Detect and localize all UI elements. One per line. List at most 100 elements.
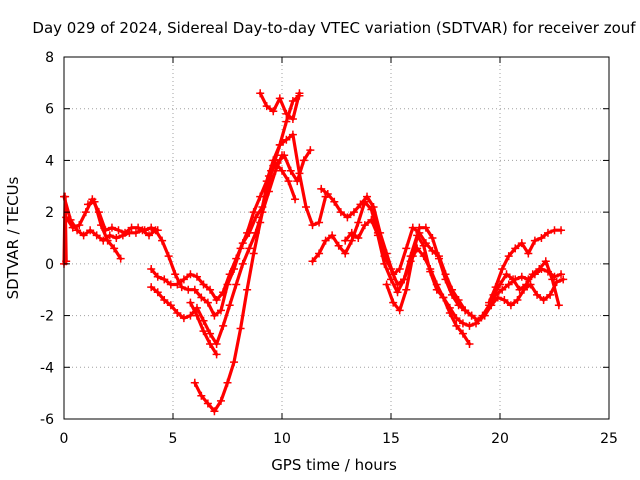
data-point [528, 270, 537, 279]
data-point [349, 208, 358, 217]
series-track-2 [62, 195, 162, 237]
data-point [230, 358, 239, 367]
data-point [498, 265, 507, 274]
series-track-9 [267, 146, 315, 186]
data-point [153, 272, 162, 281]
data-point [336, 208, 345, 217]
data-point [280, 151, 289, 160]
data-point [498, 285, 507, 294]
data-point [225, 301, 234, 310]
data-point [114, 226, 123, 235]
data-point [197, 391, 206, 400]
data-point [502, 270, 511, 279]
x-axis: 0 5 10 15 20 25 [60, 57, 618, 447]
data-point [210, 407, 219, 416]
data-point [68, 223, 77, 232]
data-point [158, 236, 167, 245]
data-point [223, 378, 232, 387]
data-point [90, 197, 99, 206]
data-point [75, 221, 84, 230]
data-point [134, 223, 143, 232]
data-point [171, 270, 180, 279]
data-point [382, 249, 391, 258]
data-point [160, 296, 169, 305]
series-track-12 [341, 215, 474, 349]
data-point [373, 231, 382, 240]
data-point [288, 115, 297, 124]
data-point [434, 254, 443, 263]
data-point [428, 234, 437, 242]
data-point [387, 275, 395, 284]
x-tick-label: 10 [273, 431, 291, 447]
data-point [203, 399, 212, 408]
series-track-15 [489, 257, 563, 310]
data-point [147, 223, 156, 232]
data-point [256, 192, 265, 201]
data-point [121, 228, 130, 237]
data-point [546, 290, 555, 299]
data-point [173, 308, 182, 317]
data-point [212, 350, 221, 359]
data-point [83, 200, 92, 209]
data-point [131, 228, 140, 237]
series-track-13 [382, 223, 476, 320]
data-point [535, 265, 544, 274]
series-track-16 [60, 192, 71, 268]
data-point [380, 259, 389, 268]
data-point [199, 327, 208, 336]
data-point [262, 187, 271, 196]
data-point [467, 311, 476, 320]
data-point [493, 293, 502, 302]
data-point [219, 288, 228, 297]
data-point [206, 340, 215, 349]
y-tick-label: 2 [45, 205, 54, 221]
data-point [203, 298, 212, 307]
data-point [341, 249, 350, 258]
data-point [522, 280, 531, 289]
data-point [301, 202, 310, 211]
data-point [432, 280, 441, 289]
data-point [225, 270, 234, 279]
data-point [445, 308, 454, 317]
data-point [166, 301, 175, 310]
data-point [299, 156, 308, 165]
data-point [267, 166, 276, 175]
data-series [60, 89, 568, 416]
data-point [238, 239, 247, 248]
data-point [504, 252, 513, 261]
data-point [286, 166, 295, 175]
data-point [177, 283, 186, 292]
data-point [356, 200, 365, 209]
data-point [103, 236, 112, 245]
data-point [179, 314, 188, 323]
data-point [408, 252, 417, 261]
data-point [426, 265, 435, 274]
data-point [186, 270, 195, 279]
y-axis-label: SDTVAR / TECUs [4, 176, 22, 299]
data-point [164, 252, 173, 261]
data-point [509, 275, 518, 284]
y-tick-label: 0 [45, 257, 54, 273]
data-point [282, 135, 291, 144]
data-point [86, 226, 95, 235]
data-point [288, 130, 297, 139]
data-point [238, 259, 247, 268]
data-point [197, 293, 206, 302]
data-point [465, 340, 474, 349]
data-point [92, 231, 101, 240]
data-point [192, 311, 201, 320]
series-track-3 [83, 197, 125, 263]
data-point [140, 226, 149, 235]
data-point [293, 177, 302, 186]
data-point [506, 301, 515, 310]
data-point [458, 329, 467, 338]
data-point [147, 265, 156, 274]
data-point [395, 265, 404, 274]
data-point [79, 231, 88, 240]
data-point [533, 290, 542, 299]
data-point [461, 306, 470, 315]
data-point [393, 288, 402, 297]
data-point [81, 208, 90, 217]
data-point [61, 192, 70, 201]
data-point [347, 228, 356, 237]
